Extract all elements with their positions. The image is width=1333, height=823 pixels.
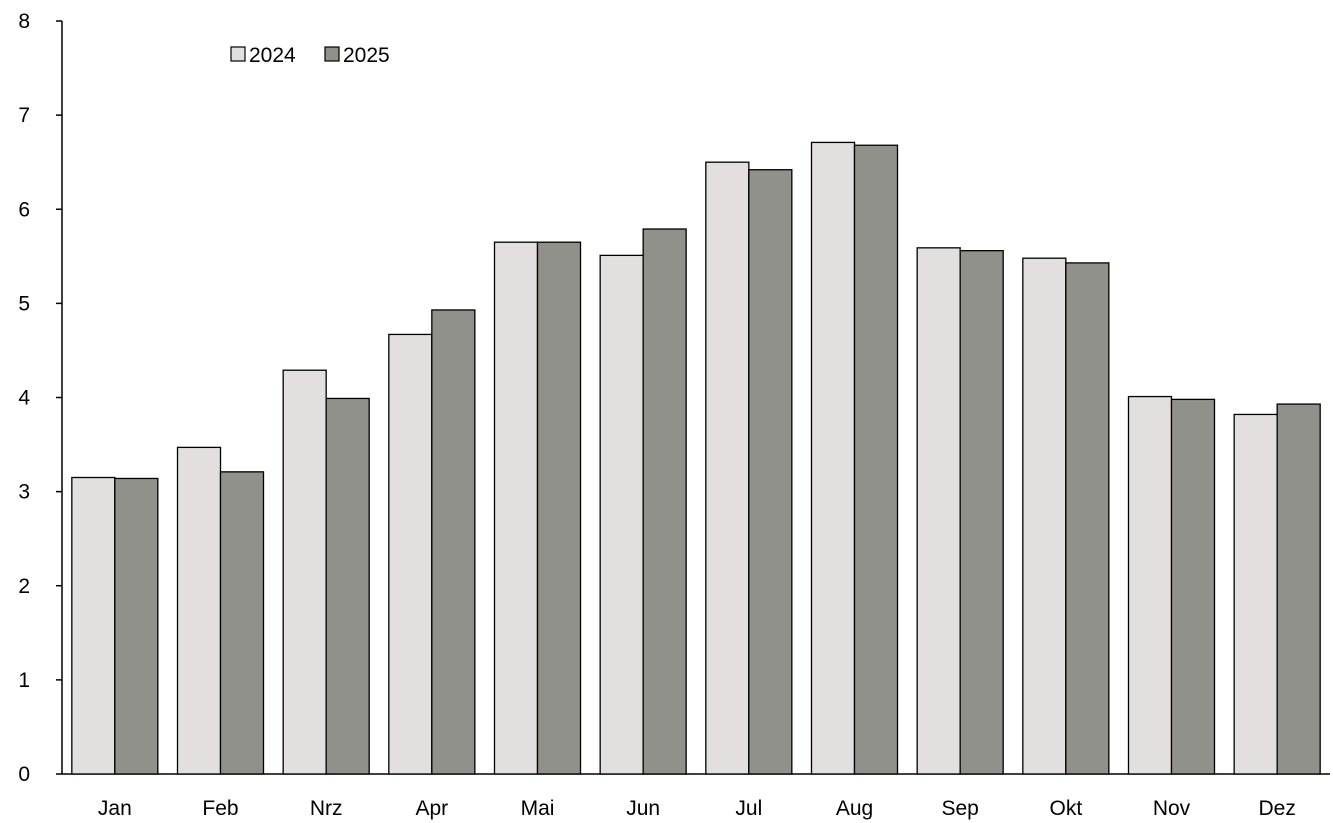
y-tick-label: 6 [18, 198, 30, 221]
bar-2024-mai [493, 241, 539, 775]
legend-swatch-2024 [230, 46, 246, 62]
x-tick-label-sep: Sep [941, 797, 978, 820]
bar-2024-feb [176, 446, 222, 775]
bar-2025-nov [1170, 398, 1216, 775]
legend-swatch-2025 [324, 46, 340, 62]
bar-2025-aug [853, 144, 899, 775]
bar-2024-apr [388, 333, 433, 775]
x-tick-label-apr: Apr [415, 797, 448, 820]
y-tick-label: 5 [18, 292, 30, 315]
x-tick-label-jul: Jul [735, 797, 762, 820]
bar-2025-jan [114, 477, 159, 775]
x-tick-label-feb: Feb [202, 797, 238, 820]
bar-2024-nov [1127, 395, 1173, 775]
x-tick-label-dez: Dez [1258, 797, 1295, 820]
bar-2025-nrz [325, 397, 370, 775]
x-tick-label-jun: Jun [626, 797, 660, 820]
y-tick-label: 4 [18, 387, 30, 410]
bar-2025-jun [642, 228, 687, 775]
y-tick-label: 2 [18, 575, 30, 598]
bar-2024-aug [810, 141, 856, 775]
bar-2024-jul [705, 161, 750, 775]
legend: 2024 2025 [230, 44, 390, 67]
x-tick-label-mai: Mai [521, 797, 555, 820]
bar-2025-feb [219, 471, 265, 775]
bar-2024-jun [599, 254, 644, 775]
y-tick-label: 7 [18, 104, 30, 127]
bar-2025-dez [1276, 403, 1321, 775]
y-tick-label: 1 [18, 669, 30, 692]
bar-2024-jan [71, 476, 116, 775]
y-tick-label: 3 [18, 481, 30, 504]
y-tick-label: 0 [18, 763, 30, 786]
bars [71, 141, 1321, 775]
y-tick-label: 8 [18, 10, 30, 33]
x-tick-label-jan: Jan [98, 797, 132, 820]
legend-label-2024: 2024 [249, 44, 296, 67]
bar-2024-nrz [282, 369, 327, 775]
bar-2025-okt [1065, 262, 1110, 775]
bar-2025-sep [959, 250, 1004, 775]
bar-2025-mai [536, 241, 582, 775]
x-axis: Jan Feb Nrz Apr Mai Jun Jul Aug Sep Okt Nov Dez [62, 773, 1330, 820]
x-tick-label-nov: Nov [1153, 797, 1191, 820]
x-tick-label-aug: Aug [836, 797, 873, 820]
legend-label-2025: 2025 [343, 44, 390, 67]
bar-2024-dez [1233, 413, 1278, 775]
x-tick-label-okt: Okt [1049, 797, 1082, 820]
bar-2024-okt [1022, 257, 1067, 775]
bar-2024-sep [916, 247, 961, 775]
bar-2025-apr [431, 309, 476, 775]
x-tick-label-nrz: Nrz [310, 797, 343, 820]
y-axis: 0 1 2 3 4 5 6 7 8 [18, 10, 63, 786]
bar-2025-jul [748, 169, 793, 775]
